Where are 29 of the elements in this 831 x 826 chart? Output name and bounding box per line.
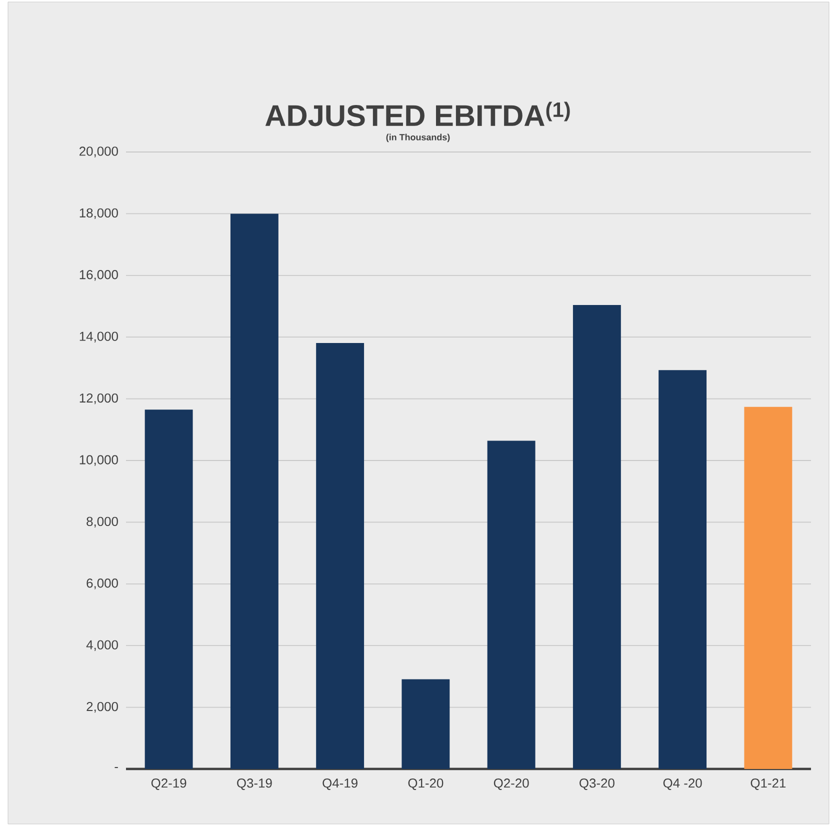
y-tick-label: 8,000 <box>86 516 118 528</box>
bar <box>230 214 278 769</box>
bar <box>487 440 536 769</box>
chart-title: ADJUSTED EBITDA$^{(1)}$ <box>265 102 570 126</box>
y-tick-label: 4,000 <box>86 640 118 651</box>
x-tick-label: Q2-20 <box>494 778 529 790</box>
y-tick-label: 10,000 <box>80 455 118 466</box>
x-tick-label: Q3-19 <box>237 778 272 790</box>
bar <box>658 370 707 769</box>
y-tick-label: 2,000 <box>86 702 118 713</box>
y-tick-label: 6,000 <box>86 578 118 590</box>
y-tick-label: 14,000 <box>80 332 118 342</box>
chart-subtitle: (in Thousands) <box>386 134 450 142</box>
y-tick-label: 18,000 <box>80 208 118 220</box>
x-tick-label: Q4 -20 <box>663 778 702 790</box>
y-tick-label: - <box>114 767 118 768</box>
x-tick-label: Q1-21 <box>750 778 786 790</box>
bar <box>316 342 364 769</box>
x-tick-label: Q3-20 <box>580 778 614 790</box>
x-tick-label: Q4-19 <box>322 778 358 790</box>
y-tick-label: 20,000 <box>80 146 118 158</box>
bar <box>572 305 621 769</box>
y-tick-label: 16,000 <box>80 270 118 281</box>
y-tick-label: 12,000 <box>80 393 118 404</box>
x-tick-label: Q2-19 <box>151 778 186 790</box>
bar <box>402 679 450 769</box>
x-tick-label: Q1-20 <box>408 778 444 790</box>
bar <box>744 406 792 769</box>
bar <box>144 410 193 769</box>
